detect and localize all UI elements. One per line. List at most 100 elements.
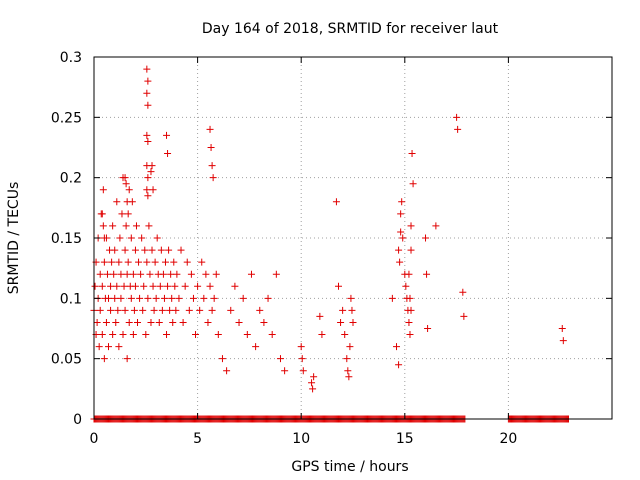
- data-point: [196, 306, 204, 314]
- data-point: [252, 343, 260, 351]
- data-point: [125, 186, 133, 194]
- data-point: [157, 246, 165, 254]
- data-point: [339, 306, 347, 314]
- y-axis-label: SRMTID / TECUs: [6, 182, 22, 295]
- data-point: [402, 282, 410, 290]
- data-point: [125, 318, 133, 326]
- data-point: [115, 343, 123, 351]
- data-point: [163, 331, 171, 339]
- data-point: [129, 270, 137, 278]
- data-point: [348, 306, 356, 314]
- data-point: [334, 282, 342, 290]
- data-point: [109, 222, 117, 230]
- data-point: [398, 198, 406, 206]
- data-point: [167, 270, 175, 278]
- data-point: [264, 294, 272, 302]
- data-point: [98, 282, 106, 290]
- data-point: [337, 318, 345, 326]
- data-point: [192, 331, 200, 339]
- data-point: [393, 343, 401, 351]
- data-point: [124, 258, 132, 266]
- data-point: [131, 282, 139, 290]
- data-point: [107, 282, 115, 290]
- data-point: [113, 282, 121, 290]
- data-point: [130, 306, 138, 314]
- data-point: [268, 331, 276, 339]
- data-point: [399, 234, 407, 242]
- data-point: [308, 379, 316, 387]
- data-point: [231, 282, 239, 290]
- data-point: [146, 270, 154, 278]
- data-point: [173, 270, 181, 278]
- data-point: [129, 331, 137, 339]
- data-point: [147, 318, 155, 326]
- data-point: [299, 367, 307, 375]
- data-point: [145, 222, 153, 230]
- data-point: [132, 222, 140, 230]
- data-point: [111, 294, 119, 302]
- data-point: [276, 355, 284, 363]
- data-point: [103, 270, 111, 278]
- x-tick-label: 20: [499, 431, 517, 447]
- data-point: [117, 294, 125, 302]
- data-point: [177, 246, 185, 254]
- data-point: [98, 210, 106, 218]
- data-point: [187, 270, 195, 278]
- x-tick-label: 15: [396, 431, 414, 447]
- data-point: [161, 258, 169, 266]
- data-point: [316, 312, 324, 320]
- data-point: [168, 294, 176, 302]
- data-point: [116, 234, 124, 242]
- data-point: [108, 258, 116, 266]
- data-point: [93, 318, 101, 326]
- data-point: [153, 234, 161, 242]
- data-point: [170, 258, 178, 266]
- y-tick-label: 0.3: [60, 50, 82, 66]
- data-point: [200, 294, 208, 302]
- data-point: [202, 270, 210, 278]
- data-point: [144, 192, 152, 200]
- data-point: [395, 246, 403, 254]
- data-point: [117, 270, 125, 278]
- data-point: [149, 186, 157, 194]
- data-point: [558, 325, 566, 332]
- data-point: [395, 361, 403, 369]
- x-tick-label: 5: [193, 431, 202, 447]
- data-point: [123, 270, 131, 278]
- y-tick-label: 0.25: [51, 110, 82, 126]
- data-point: [405, 270, 413, 278]
- data-point: [309, 385, 317, 393]
- data-point: [179, 318, 187, 326]
- data-point: [112, 318, 120, 326]
- data-point: [144, 174, 152, 182]
- data-point: [100, 355, 108, 363]
- data-point: [344, 367, 352, 375]
- data-point: [256, 306, 264, 314]
- data-point: [407, 222, 415, 230]
- data-point: [144, 77, 152, 85]
- data-point: [110, 270, 118, 278]
- data-point: [343, 355, 351, 363]
- data-point: [166, 306, 174, 314]
- data-point: [152, 294, 160, 302]
- data-point: [210, 294, 218, 302]
- data-point: [100, 258, 108, 266]
- data-point: [208, 162, 216, 170]
- data-point: [559, 337, 567, 345]
- data-point: [406, 294, 414, 302]
- data-point: [235, 318, 243, 326]
- data-point: [134, 318, 142, 326]
- data-point: [122, 222, 130, 230]
- data-point: [243, 331, 251, 339]
- data-point: [121, 174, 129, 182]
- data-point: [223, 367, 231, 375]
- data-point: [156, 282, 164, 290]
- data-point: [158, 306, 166, 314]
- data-point: [137, 270, 145, 278]
- data-point: [169, 318, 177, 326]
- data-point: [209, 174, 217, 182]
- data-point: [138, 234, 146, 242]
- data-point: [136, 294, 144, 302]
- data-point: [109, 331, 117, 339]
- data-point: [105, 343, 113, 351]
